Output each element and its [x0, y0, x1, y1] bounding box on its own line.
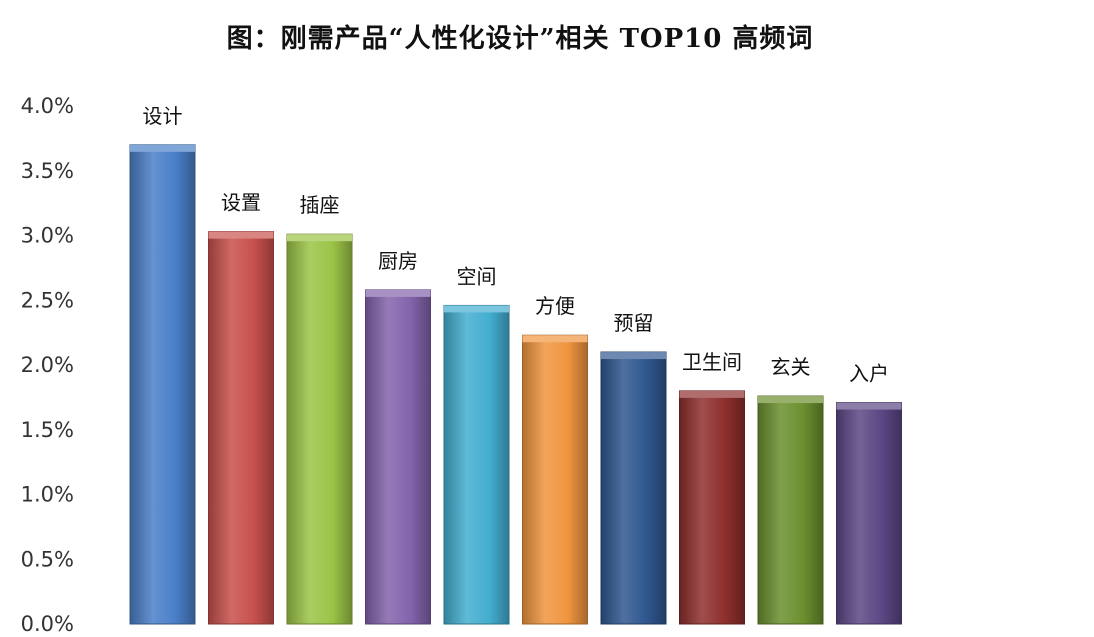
y-axis: 0.0% 0.5% 1.0% 1.5% 2.0% 2.5% 3.0% 3.5% 4.0%	[21, 94, 74, 636]
bar-top-cap	[679, 390, 745, 398]
y-tick-label: 4.0%	[21, 94, 74, 118]
bar-category-label: 插座	[300, 193, 340, 217]
y-tick-label: 3.5%	[21, 159, 74, 183]
bar-top-cap	[130, 144, 195, 152]
bar-top-cap	[758, 396, 823, 404]
y-tick-label: 2.5%	[21, 288, 74, 312]
bar-category-label: 玄关	[771, 355, 811, 379]
y-tick-label: 1.0%	[21, 483, 74, 507]
y-tick-label: 0.0%	[21, 612, 74, 636]
bar-category-label: 厨房	[378, 249, 418, 273]
y-tick-label: 3.0%	[21, 224, 74, 248]
y-tick-label: 2.0%	[21, 353, 74, 377]
bar-3	[286, 233, 353, 625]
bar-2	[208, 231, 274, 625]
y-tick-label: 1.5%	[21, 418, 74, 442]
bar-top-cap	[208, 231, 274, 239]
bar-category-label: 入户	[849, 362, 889, 386]
bar-category-label: 设计	[143, 104, 183, 128]
bar-category-label: 空间	[457, 264, 497, 288]
bar-1	[129, 144, 196, 625]
bar-top-cap	[444, 305, 509, 313]
bar-category-label: 方便	[535, 294, 575, 318]
bar-top-cap	[522, 335, 588, 343]
bar-7	[600, 351, 667, 625]
bar-top-cap	[287, 234, 352, 242]
bar-top-cap	[836, 402, 902, 410]
chart-title: 图：刚需产品“人性化设计”相关 TOP10 高频词	[226, 24, 814, 54]
bar-9	[757, 395, 824, 625]
bar-10	[836, 402, 902, 625]
bar-category-label: 预留	[614, 311, 654, 335]
bar-4	[365, 289, 431, 625]
bar-6	[522, 334, 588, 625]
bar-top-cap	[365, 289, 431, 297]
y-tick-label: 0.5%	[21, 547, 74, 571]
bar-8	[679, 390, 745, 625]
bar-category-label: 设置	[221, 191, 261, 215]
bar-category-label: 卫生间	[682, 350, 742, 374]
bars-group	[129, 144, 902, 625]
bar-top-cap	[601, 352, 666, 360]
bar-5	[443, 304, 510, 625]
